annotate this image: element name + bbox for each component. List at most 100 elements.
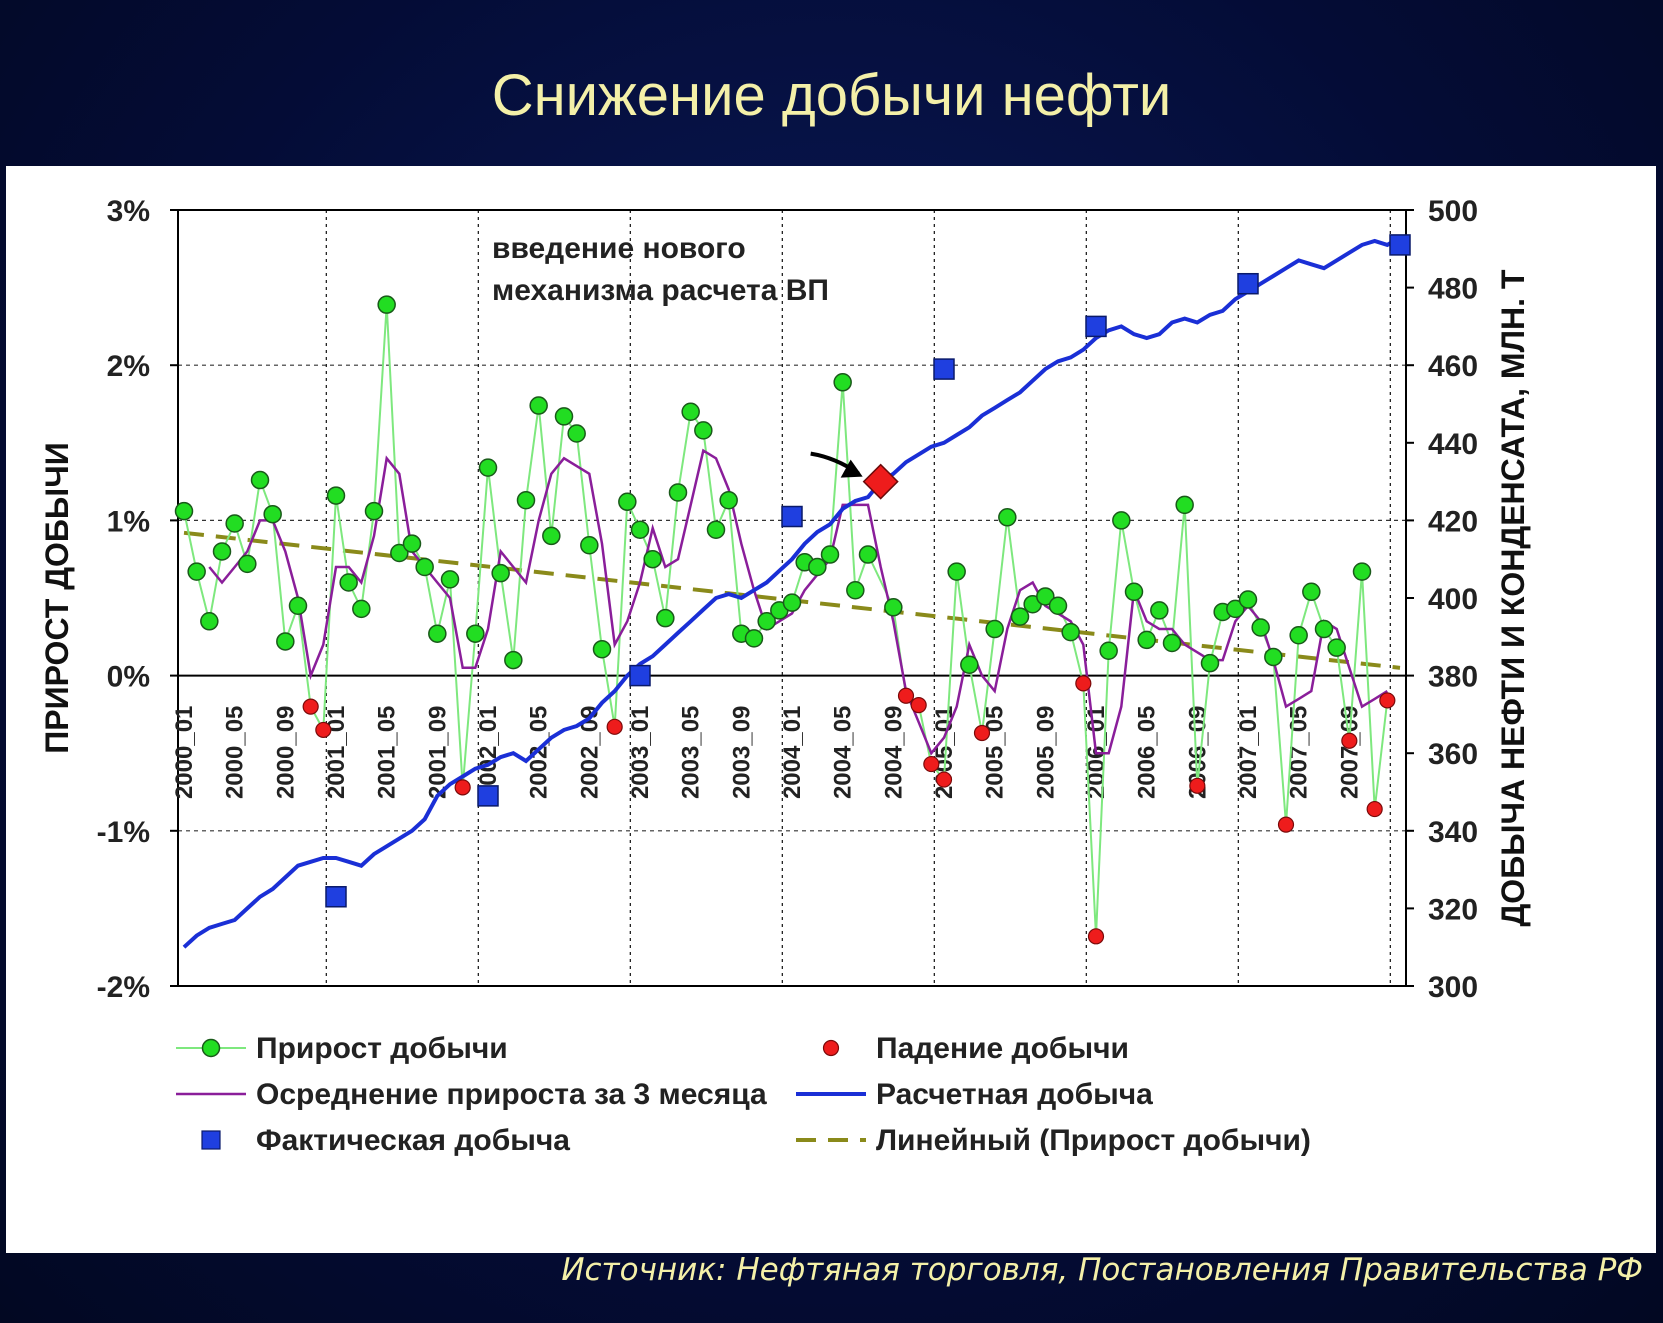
chart-svg: 3% 2% 1% 0% -1% -2% 500 480 460 440 420 400 380 360 34…	[39, 195, 1531, 1157]
growth-point	[1314, 619, 1334, 639]
decline-point	[923, 755, 940, 773]
x-tick-label: 2004_05	[830, 706, 857, 799]
growth-point	[706, 520, 726, 539]
x-tick-label: 2000_09	[272, 706, 299, 799]
actual-point	[325, 886, 347, 908]
growth-point	[478, 458, 498, 477]
legend-label: Осреднение прироста за 3 месяца	[256, 1078, 767, 1111]
growth-point	[592, 639, 612, 659]
legend-item-growth: Прирост добычи	[176, 1032, 508, 1065]
x-tick-label: 2002_05	[526, 706, 553, 799]
growth-point	[858, 545, 878, 564]
actual-point	[477, 785, 499, 807]
x-tick-label: 2000_05	[222, 706, 249, 799]
growth-point	[491, 563, 510, 583]
source-note: Источник: Нефтяная торговля, Постановлен…	[561, 1252, 1643, 1288]
legend: Прирост добычи Падение добычи Осреднение п…	[176, 1032, 1311, 1157]
growth-point	[326, 486, 346, 505]
y-right-tick-label: 340	[1428, 816, 1478, 849]
annotation-line1: введение нового	[492, 232, 746, 265]
growth-point	[466, 624, 485, 643]
growth-point	[1200, 653, 1220, 673]
growth-point	[884, 598, 903, 617]
growth-point	[1264, 647, 1283, 667]
x-tick-label: 2003_05	[678, 706, 705, 799]
growth-point	[187, 562, 206, 581]
chart-panel: 3% 2% 1% 0% -1% -2% 500 480 460 440 420 400 380 360 34…	[6, 166, 1656, 1253]
y-left-tick-label: 1%	[107, 505, 150, 538]
decline-point	[1087, 928, 1105, 945]
growth-point	[377, 295, 396, 314]
growth-point	[542, 526, 561, 546]
growth-point	[1112, 511, 1131, 530]
growth-point	[643, 549, 662, 569]
x-tick-label: 2001_09	[424, 706, 451, 799]
legend-item-decline: Падение добычи	[822, 1032, 1129, 1065]
growth-point	[1010, 607, 1030, 626]
annotation-marker	[862, 463, 899, 500]
growth-point	[757, 612, 776, 631]
growth-point	[263, 504, 282, 524]
decline-point	[1366, 800, 1383, 818]
growth-line	[183, 304, 1389, 937]
growth-point	[580, 535, 599, 555]
legend-swatch-marker	[201, 1038, 221, 1058]
growth-point	[288, 596, 308, 616]
growth-point	[352, 599, 371, 619]
actual-point	[933, 358, 955, 380]
x-tick-label: 2000_01	[171, 706, 198, 799]
y-left-tick-label: -1%	[97, 816, 150, 849]
x-tick-label: 2001_01	[323, 706, 350, 799]
growth-point	[238, 554, 257, 574]
growth-point	[985, 619, 1004, 639]
growth-point	[415, 557, 434, 577]
growth-point	[1327, 638, 1346, 657]
growth-point	[1137, 630, 1156, 650]
x-tick-label: 2002_01	[475, 706, 502, 799]
annotation-line2: механизма расчета ВП	[492, 274, 829, 307]
annotation: введение нового механизма расчета ВП	[492, 232, 899, 500]
x-tick-label: 2004_01	[779, 706, 806, 799]
growth-point	[1352, 562, 1372, 581]
growth-point	[276, 632, 295, 651]
y-right-tick-label: 460	[1428, 350, 1478, 383]
series	[174, 234, 1411, 949]
legend-item-calc: Расчетная добыча	[796, 1078, 1153, 1111]
growth-point	[200, 612, 219, 631]
legend-label: Расчетная добыча	[876, 1078, 1153, 1111]
growth-point	[1162, 633, 1182, 653]
growth-point	[212, 542, 232, 561]
x-tick-label: 2005_09	[1032, 706, 1059, 799]
y-right-tick-label: 320	[1428, 893, 1478, 926]
actual-point	[629, 664, 651, 687]
decline-point	[302, 698, 319, 715]
growth-point	[820, 545, 840, 564]
growth-point	[808, 557, 827, 577]
growth-point	[1238, 590, 1258, 609]
legend-item-actual: Фактическая добыча	[201, 1124, 570, 1157]
growth-point	[440, 570, 460, 589]
growth-point	[833, 373, 852, 392]
x-tick-label: 2004_09	[880, 706, 907, 799]
growth-point	[630, 520, 650, 539]
decline-point	[935, 771, 953, 788]
growth-point	[225, 514, 244, 533]
actual-point	[781, 505, 803, 528]
growth-point	[567, 424, 586, 443]
y-right-tick-label: 440	[1428, 428, 1478, 461]
growth-point	[529, 396, 548, 415]
actual-point	[1389, 234, 1411, 256]
decline-point	[606, 718, 623, 735]
legend-label: Фактическая добыча	[256, 1124, 570, 1157]
slide-title: Снижение добычи нефти	[491, 63, 1172, 128]
y-right-tick-label: 360	[1428, 738, 1478, 771]
growth-point	[947, 562, 966, 581]
growth-point	[960, 655, 979, 674]
legend-swatch-marker	[201, 1130, 221, 1150]
decline-point	[1379, 692, 1396, 709]
y-left-axis-title: ПРИРОСТ ДОБЫЧИ	[39, 442, 75, 753]
y-right-tick-label: 420	[1428, 505, 1478, 538]
growth-point	[390, 543, 409, 563]
x-tick-label: 2005_05	[982, 706, 1009, 799]
decline-point	[1277, 816, 1295, 833]
